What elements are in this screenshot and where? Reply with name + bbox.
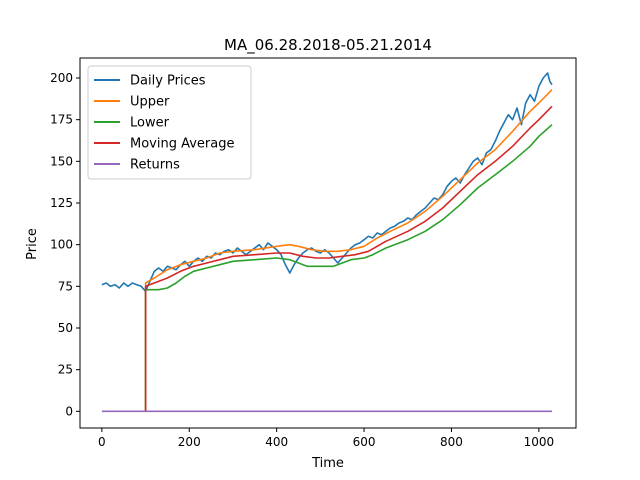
x-axis: 0 200 400 600 800 1000 (98, 428, 554, 449)
chart-title: MA_06.28.2018-05.21.2014 (224, 36, 432, 55)
y-tick-label: 50 (58, 321, 73, 335)
x-tick-label: 200 (178, 435, 201, 449)
y-axis-label: Price (25, 228, 40, 260)
y-tick-label: 200 (50, 71, 73, 85)
y-tick-label: 25 (58, 363, 73, 377)
legend-entry-label: Moving Average (130, 137, 234, 152)
plot-frame (79, 57, 577, 429)
legend-entry-label: Returns (130, 158, 180, 173)
y-tick-label: 100 (50, 238, 73, 252)
y-tick-label: 75 (58, 279, 73, 293)
series-line-daily-prices (101, 72, 553, 293)
y-axis: 0 25 50 75 100 125 150 175 200 (50, 71, 80, 418)
series-line-lower (144, 124, 553, 412)
legend-entry-label: Daily Prices (130, 74, 206, 89)
plot-area (79, 57, 577, 429)
series-line-upper (144, 89, 553, 412)
legend-box (87, 65, 252, 180)
x-tick-label: 0 (98, 435, 106, 449)
legend-entry-label: Upper (130, 95, 170, 110)
legend: Daily Prices Upper Lower Moving Average Retu… (87, 65, 252, 180)
y-tick-label: 150 (50, 154, 73, 168)
series-line-moving-average (144, 105, 553, 412)
x-tick-label: 1000 (524, 435, 555, 449)
x-tick-label: 800 (440, 435, 463, 449)
y-tick-label: 125 (50, 196, 73, 210)
y-tick-label: 175 (50, 113, 73, 127)
legend-entry-label: Lower (130, 116, 170, 131)
y-tick-label: 0 (65, 404, 73, 418)
x-tick-label: 400 (265, 435, 288, 449)
x-tick-label: 600 (353, 435, 376, 449)
x-axis-label: Time (311, 456, 344, 471)
